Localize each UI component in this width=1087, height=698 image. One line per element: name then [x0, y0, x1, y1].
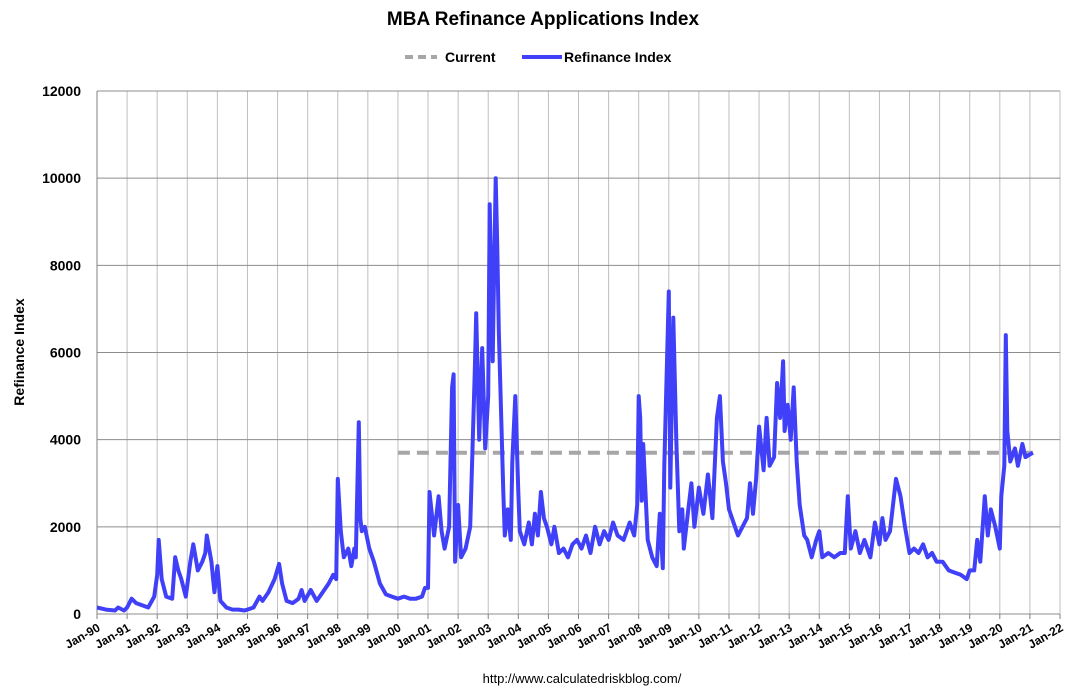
x-tick-label: Jan-22 — [1026, 620, 1066, 651]
series-line-refinance-index — [96, 176, 1034, 613]
source-url: http://www.calculatedriskblog.com/ — [483, 671, 682, 686]
y-tick-label: 0 — [73, 606, 81, 622]
y-tick-label: 6000 — [50, 345, 81, 361]
y-tick-label: 10000 — [42, 170, 81, 186]
chart-title: MBA Refinance Applications Index — [387, 9, 700, 30]
legend: Current Refinance Index — [405, 49, 672, 65]
legend-label-refinance: Refinance Index — [564, 49, 672, 65]
y-tick-label: 8000 — [50, 257, 81, 273]
y-tick-label: 2000 — [50, 519, 81, 535]
y-tick-label: 4000 — [50, 432, 81, 448]
y-tick-label: 12000 — [42, 83, 81, 99]
y-axis-label: Refinance Index — [11, 298, 27, 406]
legend-label-current: Current — [445, 49, 496, 65]
